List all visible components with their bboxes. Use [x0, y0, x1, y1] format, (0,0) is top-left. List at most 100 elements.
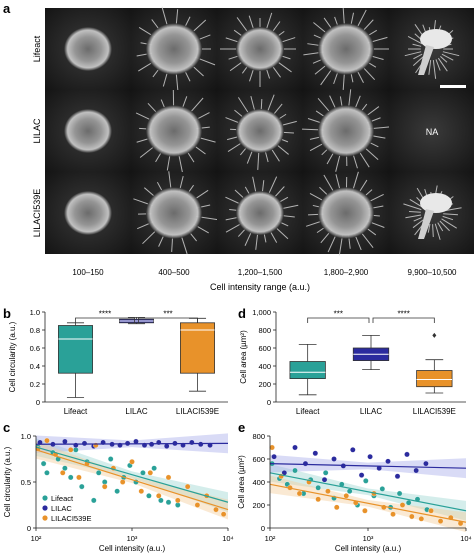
y-tick-label: 0: [267, 398, 271, 407]
data-point: [292, 444, 298, 451]
box-lifeact: [58, 322, 93, 398]
data-point: [321, 476, 328, 483]
y-tick-label: 200: [258, 380, 271, 389]
data-point: [138, 488, 145, 494]
data-point: [62, 438, 68, 445]
data-point: [119, 479, 126, 485]
y-tick-label: 800: [252, 432, 265, 441]
cell-body: [64, 190, 112, 236]
microscopy-xlabel: Cell intensity range (a.u.): [210, 282, 310, 292]
filopodium: [412, 56, 424, 66]
cell-body: [146, 23, 202, 75]
x-tick-label: 10²: [265, 534, 276, 543]
scale-bar: [440, 85, 466, 88]
data-point: [156, 493, 162, 499]
filopodium: [413, 53, 423, 60]
x-tick-label: LILACI539E: [413, 407, 456, 416]
data-point: [312, 450, 319, 456]
cell-image-r1-c4: NA: [389, 90, 474, 172]
y-axis-label: Cell area (µm²): [237, 455, 246, 509]
data-point: [197, 441, 204, 448]
data-point: [67, 474, 74, 481]
x-axis-label: Cell intensity (a.u.): [335, 544, 402, 553]
cell-tail: [418, 209, 434, 239]
data-point: [334, 504, 340, 511]
data-point: [390, 511, 396, 517]
cell-body: [64, 26, 112, 72]
panel-d-area-box: 0 200 400 600 800 1,000 Cell area (µm²) Lifeact…: [239, 308, 466, 416]
data-point: [385, 458, 391, 465]
significance-bracket: ****: [75, 310, 135, 323]
filopodium: [177, 152, 184, 175]
y-tick-label: 400: [252, 478, 265, 487]
cell-body: [318, 23, 374, 75]
fit-line-lilaci539e: [35, 449, 229, 511]
column-label-0: 100–150: [72, 268, 104, 277]
data-point: [325, 488, 331, 494]
significance-label: ***: [334, 310, 343, 319]
data-point: [379, 486, 386, 492]
panel-letter-a: a: [3, 1, 11, 16]
data-point: [269, 444, 275, 451]
y-tick-label: 800: [258, 326, 271, 335]
box-lilac: [119, 316, 154, 325]
data-point: [44, 437, 50, 444]
x-axis-label: Cell intensity (a.u.): [99, 544, 166, 553]
filopodium: [265, 12, 273, 31]
filopodium: [409, 210, 421, 213]
column-label-4: 9,900–10,500: [408, 268, 457, 277]
data-point: [437, 518, 444, 524]
x-tick-label: LILAC: [360, 407, 382, 416]
filopodium: [267, 176, 278, 196]
filopodium: [428, 60, 432, 75]
data-point: [184, 483, 191, 490]
filopodium: [257, 150, 260, 170]
data-point: [358, 472, 365, 478]
legend-label: Lifeact: [51, 494, 74, 503]
row-label-2: LILACI539E: [32, 189, 42, 238]
y-tick-label: 0.5: [21, 478, 31, 487]
data-point: [367, 453, 373, 460]
na-label: NA: [426, 127, 439, 137]
cell-body: [236, 26, 284, 72]
cell-body: [318, 187, 374, 239]
microscopy-grid: NA: [45, 6, 474, 256]
panel-letter-c: c: [3, 420, 10, 435]
x-tick-label: Lifeact: [64, 407, 88, 416]
bracket-line: [307, 317, 370, 323]
cell-body: [146, 105, 202, 157]
points-lilac: [271, 444, 429, 483]
panel-c-circularity-scatter: 0 0.5 1.0 10² 10³ 10⁴ Cell intensity (a.u.) Cel…: [3, 432, 234, 553]
data-point: [165, 499, 172, 505]
y-tick-label: 1.0: [21, 432, 31, 441]
cell-body: [420, 29, 452, 49]
cell-image-r2-c2: [217, 172, 303, 254]
significance-bracket: ***: [307, 310, 370, 323]
data-point: [101, 479, 108, 485]
x-tick-label: 10⁴: [222, 534, 234, 543]
y-axis-label: Cell circularity (a.u.): [8, 321, 17, 392]
data-point: [62, 465, 68, 471]
data-point: [91, 497, 97, 504]
data-point: [44, 470, 50, 476]
cell-image-r0-c0: [45, 8, 131, 90]
x-tick-label: 10²: [31, 534, 42, 543]
data-point: [175, 502, 181, 508]
y-tick-label: 200: [252, 501, 265, 510]
data-point: [322, 470, 329, 476]
filopodium: [404, 51, 422, 57]
x-tick-label: 10⁴: [460, 534, 472, 543]
y-tick-label: 0: [261, 524, 265, 533]
data-point: [362, 507, 368, 514]
data-point: [107, 456, 114, 462]
box-iqr: [180, 322, 215, 374]
data-point: [140, 470, 146, 476]
column-label-2: 1,200–1,500: [238, 268, 283, 277]
fit-line-lifeact: [269, 472, 467, 512]
data-point: [315, 496, 321, 502]
cell-body: [318, 105, 374, 157]
box-lilac: [352, 334, 390, 371]
data-point: [296, 490, 303, 497]
